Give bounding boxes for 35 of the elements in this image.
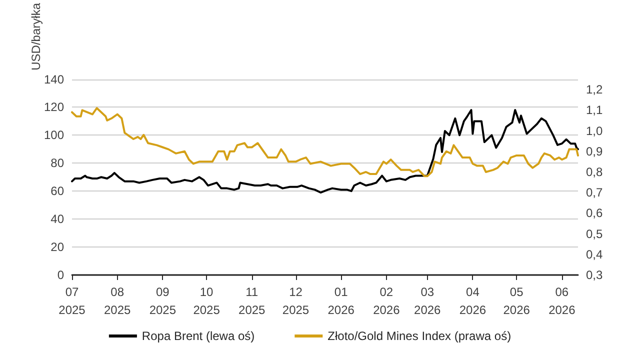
- y2-tick-label: 0,8: [586, 164, 604, 179]
- x-tick-label: 03 2026: [414, 285, 442, 317]
- x-tick-label: 01 2026: [328, 285, 355, 317]
- y2-tick-label: 0,3: [586, 268, 604, 282]
- y2-tick-label: 0,4: [586, 247, 604, 262]
- x-tick-label: 07 2025: [58, 285, 86, 317]
- y2-tick-label: 1,1: [586, 103, 604, 118]
- y2-tick-label: 0,9: [586, 144, 604, 158]
- x-tick-label: 08 2025: [104, 285, 132, 317]
- x-tick-label: 02 2026: [373, 285, 400, 317]
- x-tick-label: 09 2025: [149, 285, 176, 317]
- legend-label: Ropa Brent (lewa oś): [142, 329, 255, 343]
- x-tick-label: 06 2026: [548, 285, 576, 317]
- x-tick-label: 04 2026: [459, 285, 486, 317]
- y2-tick-label: 0,6: [586, 206, 604, 220]
- y-tick-label: 120: [44, 100, 64, 114]
- line-series: [71, 109, 579, 194]
- x-tick-label: 11 2025: [238, 285, 266, 317]
- y-tick-label: 140: [44, 72, 64, 86]
- y2-tick-label: 1,2: [586, 82, 604, 97]
- y-tick-label: 80: [50, 156, 64, 170]
- x-tick-label: 10 2025: [193, 285, 220, 317]
- y2-tick-label: 1,0: [586, 124, 604, 138]
- y-tick-label: 0: [57, 268, 64, 282]
- y-tick-label: 20: [50, 240, 64, 254]
- y-axis-title: USD/baryłka: [29, 2, 43, 70]
- y-tick-label: 100: [44, 128, 64, 142]
- line-series: [71, 107, 579, 178]
- y2-tick-label: 0,5: [586, 226, 604, 241]
- x-tick-label: 05 2026: [503, 285, 530, 317]
- y-tick-label: 40: [50, 212, 64, 226]
- y-tick-label: 60: [50, 184, 64, 198]
- legend-label: Złoto/Gold Mines Index (prawa oś): [328, 329, 512, 343]
- y2-tick-label: 0,7: [586, 186, 604, 200]
- x-tick-label: 12 2025: [282, 285, 310, 317]
